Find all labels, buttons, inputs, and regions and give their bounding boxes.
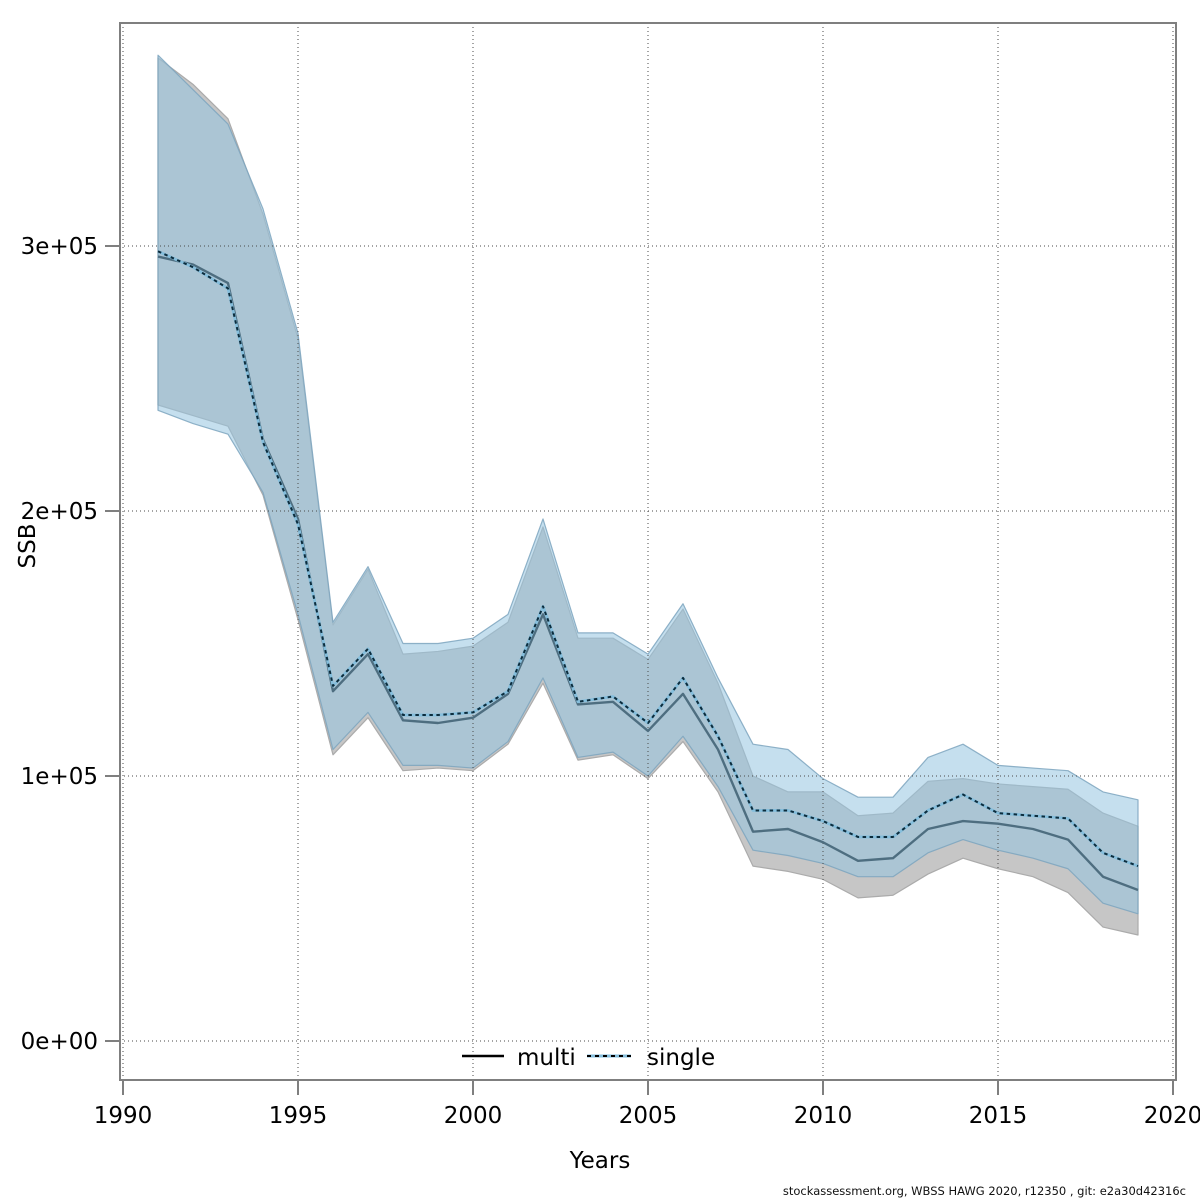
y-tick-label-0e+00: 0e+00	[21, 1029, 98, 1055]
y-tick-label-2e+05: 2e+05	[21, 499, 98, 525]
footer-citation: stockassessment.org, WBSS HAWG 2020, r12…	[782, 1184, 1186, 1198]
y-tick-label-1e+05: 1e+05	[21, 764, 98, 790]
x-tick-label-2020: 2020	[1144, 1103, 1200, 1129]
x-axis-title: Years	[569, 1148, 631, 1174]
x-tick-label-1990: 1990	[94, 1103, 153, 1129]
legend-multi-label: multi	[517, 1045, 576, 1071]
x-tick-label-2005: 2005	[619, 1103, 678, 1129]
legend-single-label: single	[647, 1045, 715, 1071]
y-tick-label-3e+05: 3e+05	[21, 234, 98, 260]
y-axis-title: SSB	[15, 523, 41, 569]
x-tick-label-1995: 1995	[269, 1103, 328, 1129]
single-confidence-band	[157, 54, 1139, 915]
plot-frame	[119, 22, 1177, 1081]
x-tick-label-2010: 2010	[794, 1103, 853, 1129]
x-tick-label-2015: 2015	[969, 1103, 1028, 1129]
single-line-dashed	[157, 250, 1139, 868]
x-tick-label-2000: 2000	[444, 1103, 503, 1129]
